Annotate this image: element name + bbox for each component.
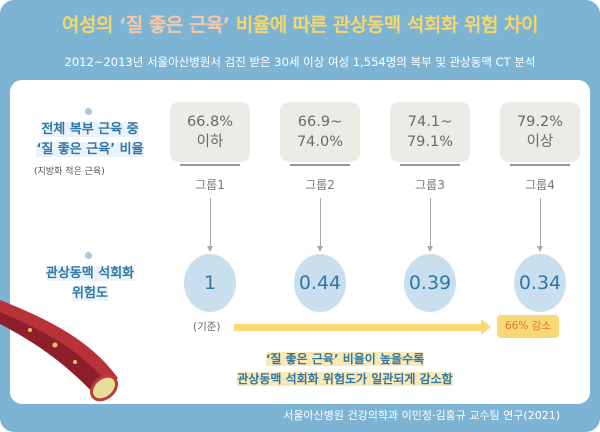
- bullet-dot: [85, 252, 92, 259]
- caption-text2: 관상동맥 석회화 위험도가 일관되게 감소함: [237, 372, 453, 386]
- group-label: 그룹4: [525, 178, 555, 192]
- range-line1: 74.1~: [407, 114, 453, 130]
- reduction-badge: 66% 감소: [497, 315, 559, 338]
- title-highlight: ‘질 좋은 근육’: [119, 14, 230, 36]
- group-range-box: 66.8% 이하: [170, 102, 250, 162]
- row-label-risk: 관상동맥 석회화 위험도: [20, 264, 160, 304]
- group-range-box: 66.9~ 74.0%: [280, 102, 360, 162]
- group-range-box: 74.1~ 79.1%: [390, 102, 470, 162]
- artery-illustration: [0, 300, 119, 402]
- caption-line2: 관상동맥 석회화 위험도가 일관되게 감소함: [200, 370, 490, 387]
- risk-value-circle: 0.39: [404, 254, 456, 312]
- range-line2: 이하: [196, 134, 224, 150]
- baseline-label: (기준): [193, 321, 221, 333]
- title-part2: 비율에 따른 관상동맥 석회화 위험 차이: [229, 14, 539, 36]
- range-line1: 79.2%: [516, 114, 564, 130]
- title-part1: 여성의: [61, 14, 120, 36]
- range-line2: 이상: [526, 134, 554, 150]
- decrease-arrow: [234, 319, 491, 335]
- row-label-muscle-ratio: 전체 복부 근육 중 ‘질 좋은 근육’ 비율: [20, 120, 160, 160]
- range-line2: 79.1%: [406, 134, 454, 150]
- group-range-box: 79.2% 이상: [500, 102, 580, 162]
- down-arrow-icon: [537, 198, 543, 252]
- underline: [290, 164, 350, 166]
- range-line1: 66.9~: [297, 114, 343, 130]
- down-arrow-icon: [207, 198, 213, 252]
- group-label: 그룹1: [195, 178, 225, 192]
- subtitle: 2012~2013년 서울아산병원서 검진 받은 30세 이상 여성 1,554…: [64, 55, 536, 69]
- row2-line1: 관상동맥 석회화: [45, 266, 135, 281]
- row1-line1: 전체 복부 근육 중: [41, 122, 139, 137]
- down-arrow-icon: [317, 198, 323, 252]
- page-title: 여성의 ‘질 좋은 근육’ 비율에 따른 관상동맥 석회화 위험 차이: [0, 10, 600, 37]
- risk-value-circle: 0.44: [294, 254, 346, 312]
- risk-value-circle: 1: [184, 254, 236, 312]
- underline: [510, 164, 570, 166]
- underline: [400, 164, 460, 166]
- group-label: 그룹3: [415, 178, 445, 192]
- underline: [180, 164, 240, 166]
- caption-line1: ‘질 좋은 근육’ 비율이 높을수록: [200, 350, 490, 367]
- risk-value-circle: 0.34: [514, 254, 566, 312]
- bullet-dot: [85, 108, 92, 115]
- range-line2: 74.0%: [296, 134, 344, 150]
- caption-text1: ‘질 좋은 근육’ 비율이 높을수록: [265, 352, 425, 366]
- down-arrow-icon: [427, 198, 433, 252]
- row2-line2: 위험도: [72, 286, 108, 301]
- range-line1: 66.8%: [186, 114, 234, 130]
- source-credit: 서울아산병원 건강의학과 이민정·김홍규 교수팀 연구(2021): [283, 409, 560, 422]
- row1-note: (지방화 적은 근육): [34, 167, 105, 177]
- row1-line2: ‘질 좋은 근육’ 비율: [36, 142, 144, 157]
- group-label: 그룹2: [305, 178, 335, 192]
